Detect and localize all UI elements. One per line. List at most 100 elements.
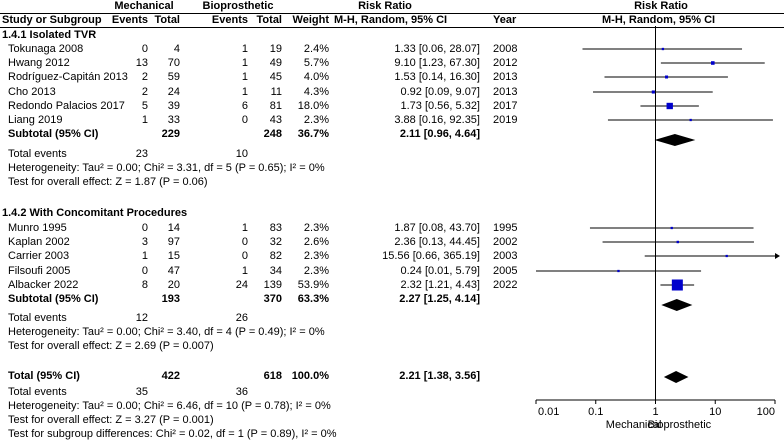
axis-tick-label: 100: [757, 406, 775, 418]
total2-header: Total: [256, 14, 282, 26]
total-ci: 2.21 [1.38, 3.56]: [399, 370, 480, 382]
subgroup2-title: 1.4.2 With Concomitant Procedures: [2, 207, 188, 219]
plot-method-header: M-H, Random, 95% CI: [602, 14, 716, 26]
point-estimate-square: [666, 102, 673, 110]
method-header: M-H, Random, 95% CI: [334, 14, 448, 26]
total2: 19: [269, 43, 282, 55]
total-total1: 422: [161, 370, 180, 382]
axis-tick-label: 0.1: [588, 406, 603, 418]
weight: 2.3%: [303, 114, 329, 126]
year: 2003: [493, 250, 518, 262]
events1: 1: [141, 114, 148, 126]
total1: 33: [167, 114, 180, 126]
subgroup1-events2: 10: [235, 148, 248, 160]
year: 2012: [493, 57, 518, 69]
study-name: Albacker 2022: [8, 279, 79, 291]
favours-right-label: Bioprosthetic: [648, 419, 712, 431]
total1: 4: [173, 43, 180, 55]
risk-ratio-ci: 1.33 [0.06, 28.07]: [394, 43, 480, 55]
ci-arrow: [775, 253, 780, 259]
total-events1: 35: [135, 386, 148, 398]
study-name: Redondo Palacios 2017: [8, 100, 125, 112]
subgroup1-events1: 23: [135, 148, 148, 160]
study-name: Filsoufi 2005: [8, 265, 71, 277]
subgroup-differences: Test for subgroup differences: Chi² = 0.…: [8, 428, 337, 440]
events2: 1: [241, 71, 248, 83]
total2: 32: [269, 236, 282, 248]
total1: 14: [167, 222, 180, 234]
events2: 6: [241, 100, 248, 112]
risk-ratio-ci: 1.73 [0.56, 5.32]: [400, 100, 480, 112]
point-estimate-square: [725, 254, 728, 258]
year: 2022: [493, 279, 518, 291]
risk-ratio-ci: 3.88 [0.16, 92.35]: [394, 114, 480, 126]
point-estimate-square: [670, 226, 673, 230]
study-col-header: Study or Subgroup: [2, 14, 102, 26]
weight: 2.6%: [303, 236, 329, 248]
subtotal2-weight: 63.3%: [297, 293, 329, 305]
total-weight: 100.0%: [291, 370, 329, 382]
total-events2: 36: [235, 386, 248, 398]
year-header: Year: [493, 14, 517, 26]
events2: 0: [241, 236, 248, 248]
header-rule-bottom: [0, 27, 784, 28]
subgroup1-heterogeneity: Heterogeneity: Tau² = 0.00; Chi² = 3.31,…: [8, 162, 325, 174]
point-estimate-square: [665, 75, 669, 79]
plot-marks: [536, 47, 780, 383]
subtotal2-label: Subtotal (95% CI): [8, 293, 99, 305]
study-name: Liang 2019: [8, 114, 63, 126]
total1: 47: [167, 265, 180, 277]
total1: 20: [167, 279, 180, 291]
risk-ratio-ci: 0.24 [0.01, 5.79]: [400, 265, 480, 277]
subtotal1-label: Subtotal (95% CI): [8, 128, 99, 140]
subtotal1-total1: 229: [161, 128, 180, 140]
year: 2008: [493, 43, 518, 55]
favours-left-label: Mechanical: [606, 419, 662, 431]
events1: 2: [141, 86, 148, 98]
subtotal2-total2: 370: [263, 293, 282, 305]
total-heterogeneity: Heterogeneity: Tau² = 0.00; Chi² = 6.46,…: [8, 400, 331, 412]
subgroup2-heterogeneity: Heterogeneity: Tau² = 0.00; Chi² = 3.40,…: [8, 326, 325, 338]
point-estimate-square: [651, 90, 655, 94]
study-name: Munro 1995: [8, 222, 67, 234]
weight: 2.3%: [303, 265, 329, 277]
point-estimate-square: [671, 279, 683, 291]
total-events-label: Total events: [8, 386, 67, 398]
risk-ratio-ci: 2.32 [1.21, 4.43]: [400, 279, 480, 291]
point-estimate-square: [617, 269, 620, 273]
study-name: Hwang 2012: [8, 57, 70, 69]
subgroup2-events2: 26: [235, 312, 248, 324]
events2-header: Events: [211, 14, 248, 26]
total1-header: Total: [154, 14, 180, 26]
events2: 24: [235, 279, 248, 291]
group2-header: Bioprosthetic: [202, 0, 274, 12]
weight: 4.3%: [303, 86, 329, 98]
total2: 82: [269, 250, 282, 262]
events1: 5: [141, 100, 148, 112]
total2: 34: [269, 265, 282, 277]
subtotal1-total2: 248: [263, 128, 282, 140]
year: 2013: [493, 86, 518, 98]
weight: 2.3%: [303, 250, 329, 262]
year: 2013: [493, 71, 518, 83]
events1: 8: [141, 279, 148, 291]
group1-header: Mechanical: [114, 0, 174, 12]
total2: 49: [269, 57, 282, 69]
weight: 2.4%: [303, 43, 329, 55]
subtotal1-weight: 36.7%: [297, 128, 329, 140]
weight: 5.7%: [303, 57, 329, 69]
weight: 53.9%: [297, 279, 329, 291]
weight: 4.0%: [303, 71, 329, 83]
events2: 0: [241, 114, 248, 126]
total2: 45: [269, 71, 282, 83]
events1: 13: [135, 57, 148, 69]
axis-tick-label: 0.01: [538, 406, 559, 418]
year: 2019: [493, 114, 518, 126]
events1: 3: [141, 236, 148, 248]
events1: 0: [141, 43, 148, 55]
total1: 97: [167, 236, 180, 248]
subgroup1-title: 1.4.1 Isolated TVR: [2, 29, 97, 41]
events2: 1: [241, 86, 248, 98]
events1: 2: [141, 71, 148, 83]
